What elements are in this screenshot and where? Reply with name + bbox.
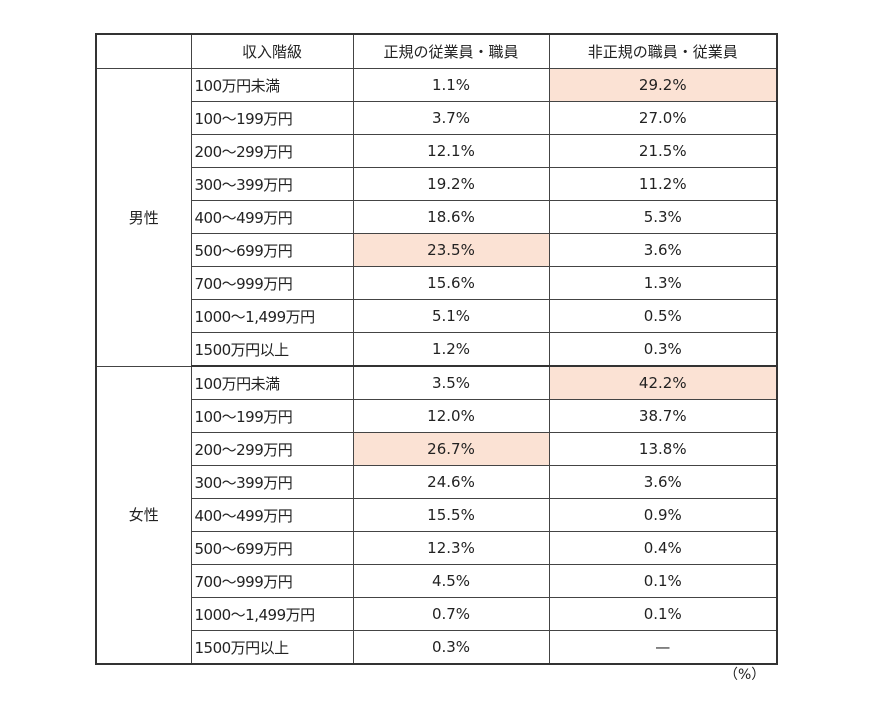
gender-label: 女性 xyxy=(95,365,192,665)
nonregular-value-cell: 29.2% xyxy=(548,68,778,102)
regular-value-cell: 18.6% xyxy=(352,200,550,234)
nonregular-value-cell: 0.5% xyxy=(548,299,778,333)
income-class-cell: 100万円未満 xyxy=(190,365,354,400)
table-row: 500〜699万円 23.5% 3.6% xyxy=(96,233,778,267)
regular-value-cell: 23.5% xyxy=(352,233,550,267)
regular-value-cell: 3.7% xyxy=(352,101,550,135)
income-class-cell: 700〜999万円 xyxy=(190,564,354,598)
nonregular-value-cell: 3.6% xyxy=(548,233,778,267)
table-row: 100〜199万円 12.0% 38.7% xyxy=(96,399,778,433)
nonregular-value-cell: 0.1% xyxy=(548,597,778,631)
table-row: 女性 100万円未満 3.5% 42.2% xyxy=(95,365,778,665)
regular-value-cell: 12.0% xyxy=(352,399,550,433)
regular-value-cell: 12.3% xyxy=(352,531,550,565)
header-row: 収入階級 正規の従業員・職員 非正規の職員・従業員 xyxy=(95,33,778,69)
regular-value-cell: 15.5% xyxy=(352,498,550,532)
nonregular-value-cell: 38.7% xyxy=(548,399,778,433)
header-income-class: 収入階級 xyxy=(190,33,354,69)
regular-value-cell: 1.2% xyxy=(352,332,550,367)
table-row: 200〜299万円 12.1% 21.5% xyxy=(96,134,778,168)
regular-value-cell: 4.5% xyxy=(352,564,550,598)
nonregular-value-cell: 5.3% xyxy=(548,200,778,234)
header-gender xyxy=(95,33,192,69)
header-regular: 正規の従業員・職員 xyxy=(352,33,550,69)
table-row: 700〜999万円 15.6% 1.3% xyxy=(96,266,778,300)
nonregular-value-cell: 21.5% xyxy=(548,134,778,168)
table-row: 男性 100万円未満 1.1% 29.2% xyxy=(95,68,778,367)
table-row: 1000〜1,499万円 5.1% 0.5% xyxy=(96,299,778,333)
header-nonregular: 非正規の職員・従業員 xyxy=(548,33,778,69)
unit-note: （%） xyxy=(724,667,766,683)
gender-label: 男性 xyxy=(95,68,192,367)
nonregular-value-cell: 27.0% xyxy=(548,101,778,135)
income-class-cell: 1000〜1,499万円 xyxy=(190,597,354,631)
income-class-cell: 300〜399万円 xyxy=(190,167,354,201)
nonregular-value-cell: 0.9% xyxy=(548,498,778,532)
regular-value-cell: 15.6% xyxy=(352,266,550,300)
income-class-cell: 400〜499万円 xyxy=(190,200,354,234)
regular-value-cell: 0.3% xyxy=(352,630,550,665)
income-distribution-table: 収入階級 正規の従業員・職員 非正規の職員・従業員 男性 100万円未満 1.1% 2… xyxy=(95,33,778,665)
regular-value-cell: 24.6% xyxy=(352,465,550,499)
table-row: 1000〜1,499万円 0.7% 0.1% xyxy=(96,597,778,631)
income-class-cell: 700〜999万円 xyxy=(190,266,354,300)
income-class-cell: 200〜299万円 xyxy=(190,134,354,168)
regular-value-cell: 0.7% xyxy=(352,597,550,631)
table-row: 100〜199万円 3.7% 27.0% xyxy=(96,101,778,135)
income-class-cell: 400〜499万円 xyxy=(190,498,354,532)
income-class-cell: 100万円未満 xyxy=(190,68,354,102)
regular-value-cell: 12.1% xyxy=(352,134,550,168)
income-class-cell: 500〜699万円 xyxy=(190,531,354,565)
nonregular-value-cell: 11.2% xyxy=(548,167,778,201)
income-class-cell: 500〜699万円 xyxy=(190,233,354,267)
table-row: 300〜399万円 24.6% 3.6% xyxy=(96,465,778,499)
regular-value-cell: 1.1% xyxy=(352,68,550,102)
regular-value-cell: 5.1% xyxy=(352,299,550,333)
income-class-cell: 300〜399万円 xyxy=(190,465,354,499)
nonregular-value-cell: 0.3% xyxy=(548,332,778,367)
regular-value-cell: 26.7% xyxy=(352,432,550,466)
income-class-cell: 100〜199万円 xyxy=(190,399,354,433)
table-row: 700〜999万円 4.5% 0.1% xyxy=(96,564,778,598)
income-class-cell: 100〜199万円 xyxy=(190,101,354,135)
table-row: 500〜699万円 12.3% 0.4% xyxy=(96,531,778,565)
nonregular-value-cell: 1.3% xyxy=(548,266,778,300)
table-row: 300〜399万円 19.2% 11.2% xyxy=(96,167,778,201)
income-class-cell: 1500万円以上 xyxy=(190,332,354,367)
table-row: 1500万円以上 0.3% — xyxy=(96,630,778,665)
table-row: 400〜499万円 18.6% 5.3% xyxy=(96,200,778,234)
nonregular-value-cell: 3.6% xyxy=(548,465,778,499)
nonregular-value-cell: 0.4% xyxy=(548,531,778,565)
income-class-cell: 200〜299万円 xyxy=(190,432,354,466)
regular-value-cell: 3.5% xyxy=(352,365,550,400)
income-class-cell: 1000〜1,499万円 xyxy=(190,299,354,333)
nonregular-value-cell: — xyxy=(548,630,778,665)
table-row: 400〜499万円 15.5% 0.9% xyxy=(96,498,778,532)
nonregular-value-cell: 0.1% xyxy=(548,564,778,598)
income-class-cell: 1500万円以上 xyxy=(190,630,354,665)
regular-value-cell: 19.2% xyxy=(352,167,550,201)
table-row: 1500万円以上 1.2% 0.3% xyxy=(96,332,778,367)
nonregular-value-cell: 13.8% xyxy=(548,432,778,466)
table-row: 200〜299万円 26.7% 13.8% xyxy=(96,432,778,466)
nonregular-value-cell: 42.2% xyxy=(548,365,778,400)
